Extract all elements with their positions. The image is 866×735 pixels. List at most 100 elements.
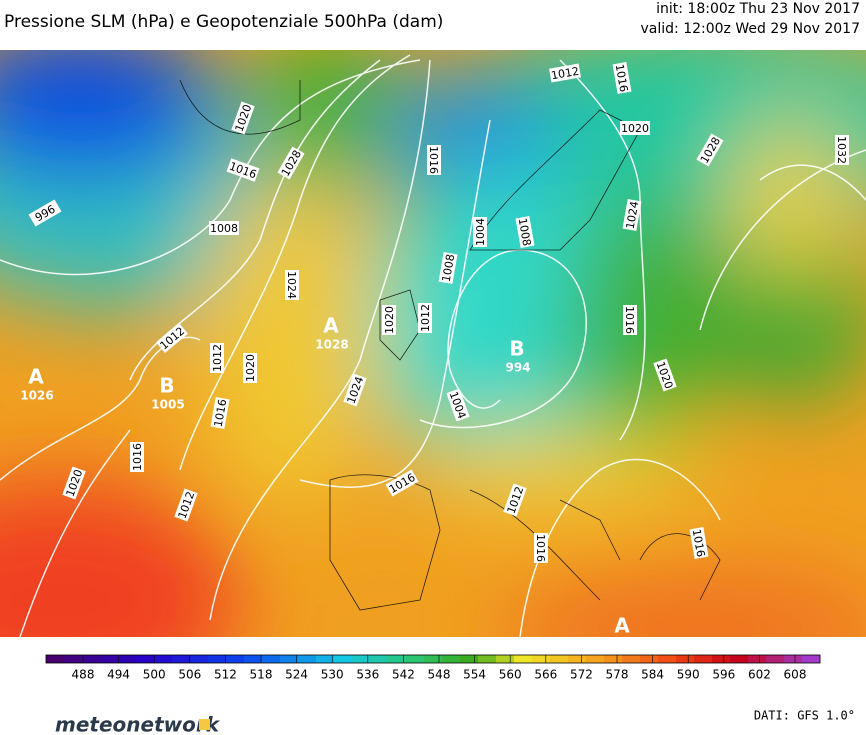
- colorbar-swatch: [64, 655, 83, 663]
- isobar-value: 1004: [474, 218, 487, 246]
- colorbar-tick-label: 554: [463, 668, 486, 682]
- isobar-value: 1016: [623, 306, 636, 334]
- colorbar-tick-label: 530: [321, 668, 344, 682]
- isobar-label: 1008: [438, 252, 458, 284]
- isobar-value: 1016: [613, 63, 631, 93]
- title: Pressione SLM (hPa) e Geopotenziale 500h…: [4, 12, 443, 32]
- label-box: [696, 133, 724, 167]
- colorbar-swatch: [46, 655, 65, 663]
- colorbar-tick-label: 506: [178, 668, 201, 682]
- label-box: [174, 488, 198, 522]
- label-box: [156, 322, 188, 354]
- colorbar-swatch: [568, 655, 587, 663]
- isobar-value: 1020: [383, 306, 396, 334]
- label-box: [418, 303, 432, 333]
- data-credit: DATI: GFS 1.0°: [754, 709, 855, 723]
- colorbar-tick-label: 536: [356, 668, 379, 682]
- colorbar-swatch: [226, 655, 245, 663]
- isobar-label: 1012: [210, 343, 224, 373]
- colorbar-swatch: [244, 655, 263, 663]
- colorbar-tick-label: 512: [214, 668, 237, 682]
- colorbar-swatch: [442, 655, 461, 663]
- colorbar-swatch: [316, 655, 335, 663]
- colorbar-swatch: [460, 655, 479, 663]
- label-box: [382, 305, 396, 335]
- colorbar-tick-label: 578: [606, 668, 629, 682]
- colorbar-tick-label: 602: [748, 668, 771, 682]
- label-box: [622, 199, 642, 231]
- colorbar-tick-label: 572: [570, 668, 593, 682]
- label-box: [549, 63, 581, 83]
- colorbar-tick-label: 596: [712, 668, 735, 682]
- colorbar-swatch: [424, 655, 443, 663]
- isobar-value: 1012: [419, 304, 432, 332]
- colorbar-swatch: [298, 655, 317, 663]
- colorbar-swatch: [154, 655, 173, 663]
- colorbar-tick-label: 494: [107, 668, 130, 682]
- colorbar-swatch: [118, 655, 137, 663]
- label-box: [28, 199, 62, 227]
- isobar-value: 1020: [621, 122, 649, 135]
- label-box: [612, 62, 632, 94]
- pressure-center-symbol: A: [28, 365, 44, 389]
- isobar-label: 1020: [382, 305, 396, 335]
- pressure-center-symbol: B: [509, 337, 524, 361]
- isobar-value: 1008: [516, 217, 534, 247]
- colorbar-swatch: [694, 655, 713, 663]
- isobar-label: 1004: [473, 217, 487, 247]
- isobar-value: 1020: [244, 354, 257, 382]
- colorbar-swatch: [262, 655, 281, 663]
- isobar-label: 1016: [210, 397, 230, 429]
- label-box: [209, 221, 239, 235]
- valid-time: valid: 12:00z Wed 29 Nov 2017: [641, 21, 860, 37]
- colorbar-swatch: [352, 655, 371, 663]
- isobar-value: 1012: [550, 65, 580, 83]
- colorbar-swatch: [280, 655, 299, 663]
- isobar-label: 1020: [243, 353, 257, 383]
- label-box: [653, 358, 677, 392]
- isobar-label: 1020: [620, 121, 650, 135]
- colorbar-swatch: [136, 655, 155, 663]
- colorbar-tick-label: 590: [677, 668, 700, 682]
- colorbar-tick-label: 560: [499, 668, 522, 682]
- label-box: [210, 397, 230, 429]
- colorbar-swatch: [586, 655, 605, 663]
- colorbar-swatch: [172, 655, 191, 663]
- colorbar-swatch: [406, 655, 425, 663]
- colorbar-tick-label: 518: [250, 668, 273, 682]
- isobar-label: 1024: [622, 199, 642, 231]
- label-box: [231, 101, 255, 135]
- label-box: [446, 388, 470, 422]
- pressure-center-value: 994: [505, 361, 530, 375]
- logo-square: [199, 719, 210, 730]
- label-box: [226, 158, 260, 182]
- colorbar-swatch: [208, 655, 227, 663]
- colorbar-swatch: [766, 655, 785, 663]
- isobar-label: 1012: [418, 303, 432, 333]
- isobar-label: 1024: [285, 270, 299, 300]
- label-box: [210, 343, 224, 373]
- label-box: [438, 252, 458, 284]
- isobar-value: 1012: [211, 344, 224, 372]
- colorbar-swatch: [82, 655, 101, 663]
- isobar-value: 1016: [690, 528, 708, 558]
- pressure-center-value: 1028: [315, 338, 348, 352]
- colorbar-swatch: [550, 655, 569, 663]
- pressure-center-symbol: B: [159, 374, 174, 398]
- pressure-center-value: 1005: [151, 398, 184, 412]
- colorbar-tick-label: 488: [72, 668, 95, 682]
- label-box: [243, 353, 257, 383]
- colorbar-swatch: [190, 655, 209, 663]
- colorbar-swatch: [514, 655, 533, 663]
- isobar-label: 1016: [612, 62, 632, 94]
- isobar-label: 1008: [515, 216, 535, 248]
- label-box: [62, 466, 86, 500]
- colorbar-swatch: [388, 655, 407, 663]
- colorbar-tick-label: 608: [784, 668, 807, 682]
- isobar-label: 1032: [835, 135, 849, 165]
- label-box: [534, 533, 548, 563]
- isobar-value: 1016: [212, 398, 230, 428]
- colorbar-swatch: [334, 655, 353, 663]
- colorbar-swatch: [604, 655, 623, 663]
